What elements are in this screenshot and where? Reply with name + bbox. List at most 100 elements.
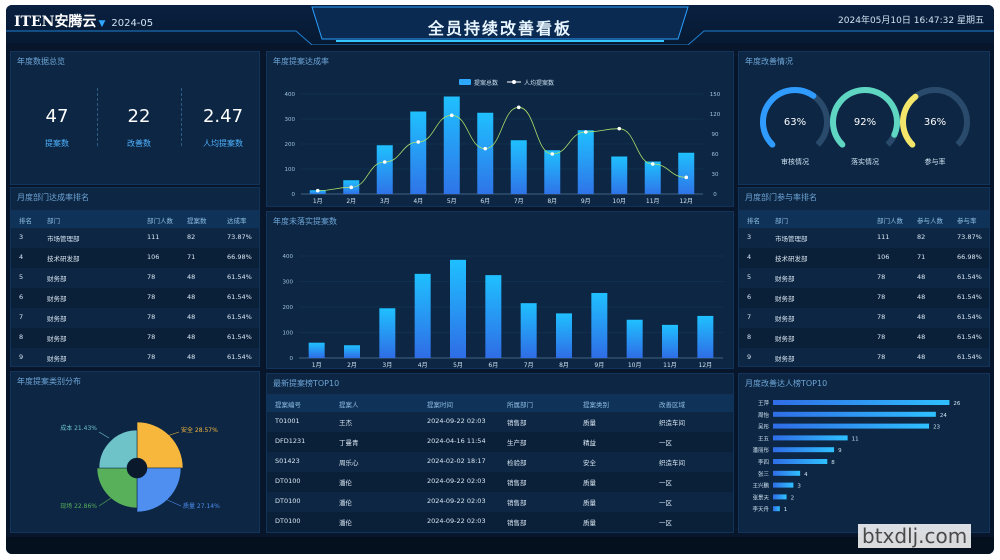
latest-top10-cell: 王杰 <box>339 419 352 427</box>
table-row[interactable]: 6 财务部 78 48 61.54% <box>11 288 259 308</box>
latest-top10-cell: 潘伦 <box>339 519 352 527</box>
month-selector[interactable]: 2024-05 <box>111 18 154 29</box>
bar <box>773 506 780 512</box>
latest-top10-cell: 质量 <box>583 419 596 427</box>
dept-rate-column-header[interactable]: 部门人数 <box>147 217 173 225</box>
bar-value-label: 2 <box>791 495 795 501</box>
monthly-proposal-chart: 提案总数 人均提案数 0 100 200 300 400 0 30 60 90 120 150 1月 2月 3… <box>285 79 721 205</box>
bar <box>544 150 561 194</box>
table-row[interactable]: 7 财务部 78 48 61.54% <box>11 308 259 328</box>
latest-top10-cell: 质量 <box>583 499 596 507</box>
kpi-average-value: 2.47 <box>202 106 244 127</box>
y-tick-label: 400 <box>283 254 294 260</box>
latest-top10-cell: 2024-09-22 02:03 <box>427 497 486 505</box>
latest-top10-column-header[interactable]: 提案类别 <box>583 401 609 409</box>
latest-top10-column-header[interactable]: 所属部门 <box>507 401 533 409</box>
latest-top10-cell: 2024-04-16 11:54 <box>427 437 486 445</box>
x-tick-label: 1月 <box>313 198 323 205</box>
dept-rate-cell: 8 <box>19 333 24 341</box>
line-point <box>516 105 521 110</box>
table-row[interactable]: 9 财务部 78 48 61.54% <box>11 348 259 368</box>
line-point <box>416 140 421 144</box>
table-row[interactable]: DFD1231 丁曼青 2024-04-16 11:54 生产部 精益 一区 <box>267 432 733 452</box>
overview-title: 年度数据总览 <box>17 57 65 66</box>
dept-rate-column-header[interactable]: 部门 <box>47 217 60 225</box>
dept-participation-column-header[interactable]: 参与人数 <box>917 217 943 225</box>
monthly-unfinished-chart: 0 100 200 300 400 1月 2月 3月 4月 5月 6月 7月 8月 9月 10月 11月 12月 <box>283 254 723 368</box>
dept-rate-column-header[interactable]: 达成率 <box>227 217 247 225</box>
latest-top10-column-header[interactable]: 提案人 <box>339 401 359 409</box>
pie-leader-line <box>98 431 110 439</box>
dept-rate-column-header[interactable]: 提案数 <box>187 217 207 225</box>
top10-people-title: 月度改善达人榜TOP10 <box>745 379 828 388</box>
table-row[interactable]: S01423 周乐心 2024-02-02 18:17 检验部 安全 织造车间 <box>267 452 733 472</box>
dept-participation-cell: 财务部 <box>775 315 795 323</box>
dept-rate-cell: 78 <box>147 333 156 341</box>
legend-line-dot <box>512 80 516 84</box>
table-row[interactable]: 3 市场管理部 111 82 73.87% <box>739 228 989 248</box>
latest-top10-cell: 2024-02-02 18:17 <box>427 457 486 465</box>
table-row[interactable]: DT0100 潘伦 2024-09-22 02:03 销售部 质量 一区 <box>267 512 733 532</box>
table-row[interactable]: 3 市场管理部 111 82 73.87% <box>11 228 259 248</box>
line-point <box>650 162 655 166</box>
table-row[interactable]: 5 财务部 78 48 61.54% <box>11 268 259 288</box>
y-tick-label: 200 <box>285 142 296 148</box>
table-row[interactable]: DT0100 潘伦 2024-09-22 02:03 销售部 质量 一区 <box>267 472 733 492</box>
x-tick-label: 5月 <box>453 362 463 368</box>
latest-top10-column-header[interactable]: 提案时间 <box>427 401 453 409</box>
latest-top10-cell: 一区 <box>659 519 672 527</box>
bar-value-label: 24 <box>940 413 947 419</box>
dept-participation-column-header[interactable]: 部门 <box>775 217 788 225</box>
x-tick-label: 2月 <box>346 198 356 205</box>
dept-participation-cell: 4 <box>747 253 752 261</box>
latest-top10-cell: 一区 <box>659 439 672 447</box>
table-row[interactable]: 4 技术研发部 106 71 66.98% <box>739 248 989 268</box>
latest-top10-cell: 一区 <box>659 499 672 507</box>
pie-leader-line <box>98 497 112 507</box>
dept-participation-panel: 月度部门参与率排名 排名 部门 部门人数 参与人数 参与率 3 市场管理部 111 82 73.8… <box>738 187 990 367</box>
table-row[interactable]: 4 技术研发部 106 71 66.98% <box>11 248 259 268</box>
dept-rate-column-header[interactable]: 排名 <box>19 217 32 225</box>
proposal-type-title: 年度提案类别分布 <box>17 377 81 386</box>
table-row[interactable]: 5 财务部 78 48 61.54% <box>739 268 989 288</box>
dept-participation-cell: 48 <box>917 333 926 341</box>
pie-label: 质量 27.14% <box>183 502 220 510</box>
bar <box>773 482 794 488</box>
dept-participation-cell: 9 <box>747 353 752 361</box>
dept-participation-cell: 财务部 <box>775 355 795 363</box>
table-row[interactable]: 8 财务部 78 48 61.54% <box>739 328 989 348</box>
table-row[interactable]: 7 财务部 78 48 61.54% <box>739 308 989 328</box>
table-row[interactable]: 8 财务部 78 48 61.54% <box>11 328 259 348</box>
line-point <box>449 113 454 118</box>
bar-value-label: 1 <box>784 507 788 513</box>
table-row[interactable]: 6 财务部 78 48 61.54% <box>739 288 989 308</box>
dept-participation-title: 月度部门参与率排名 <box>745 193 817 202</box>
dept-participation-cell: 82 <box>917 233 926 241</box>
header-bar: ITEN安腾云 ▼ 2024-05 全员持续改善看板 2024年05月10日 16:… <box>6 5 994 45</box>
bar <box>450 259 466 358</box>
gauge-value: 92% <box>854 117 876 128</box>
dept-participation-column-header[interactable]: 排名 <box>747 217 760 225</box>
table-row[interactable]: DT0100 潘伦 2024-09-22 02:03 销售部 质量 一区 <box>267 492 733 512</box>
y2-tick-label: 150 <box>710 92 721 98</box>
x-tick-label: 9月 <box>581 198 591 205</box>
bar <box>773 494 787 500</box>
caret-down-icon[interactable]: ▼ <box>98 19 106 29</box>
table-row[interactable]: 9 财务部 78 48 61.54% <box>739 348 989 368</box>
dept-rate-cell: 61.54% <box>227 333 252 341</box>
latest-top10-column-header[interactable]: 改善区域 <box>659 401 685 409</box>
dept-participation-cell: 财务部 <box>775 275 795 283</box>
dept-rate-cell: 48 <box>187 293 196 301</box>
dept-participation-column-header[interactable]: 参与率 <box>957 217 977 225</box>
y-tick-label: 200 <box>283 305 294 311</box>
x-tick-label: 9月 <box>594 362 604 368</box>
y-tick-label: 100 <box>283 331 294 337</box>
dept-rate-cell: 财务部 <box>47 275 67 283</box>
bar-value-label: 4 <box>804 472 808 478</box>
logo-en: ITEN <box>14 14 55 30</box>
table-row[interactable]: T01001 王杰 2024-09-22 02:03 销售部 质量 织造车间 <box>267 412 733 432</box>
dept-participation-cell: 61.54% <box>957 273 982 281</box>
latest-top10-cell: 周乐心 <box>339 459 359 467</box>
dept-participation-column-header[interactable]: 部门人数 <box>877 217 903 225</box>
latest-top10-column-header[interactable]: 提案编号 <box>275 401 301 409</box>
